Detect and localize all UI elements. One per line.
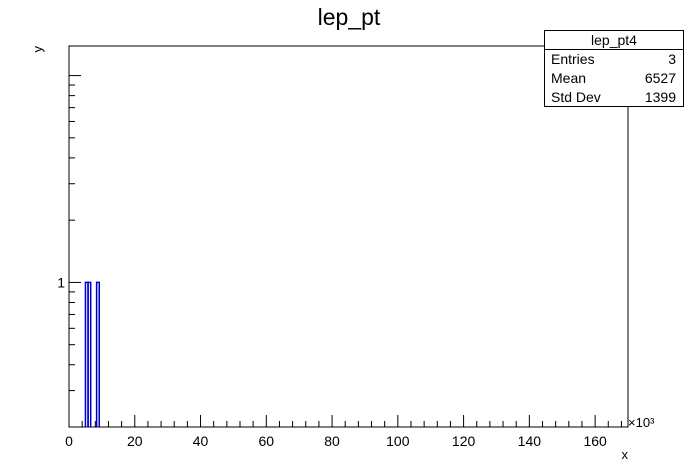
- stats-value: 6527: [644, 70, 676, 86]
- x-tick-label: 120: [452, 433, 476, 449]
- histogram-bin: [95, 281, 101, 427]
- stats-label: Std Dev: [551, 89, 601, 105]
- stats-box: lep_pt4 Entries 3 Mean 6527 Std Dev 1399: [544, 30, 684, 107]
- histogram-bin: [87, 281, 92, 427]
- x-tick-label: 40: [193, 433, 209, 449]
- x-tick-label: 20: [127, 433, 143, 449]
- plot-frame: [68, 45, 629, 428]
- x-tick-label: 160: [583, 433, 607, 449]
- stats-row-entries: Entries 3: [545, 50, 683, 69]
- x-tick-label: 100: [386, 433, 410, 449]
- y-axis-label: y: [30, 46, 45, 53]
- stats-row-stddev: Std Dev 1399: [545, 88, 683, 107]
- stats-row-mean: Mean 6527: [545, 69, 683, 88]
- stats-box-name: lep_pt4: [545, 31, 683, 50]
- x-tick-label: 60: [259, 433, 275, 449]
- x-tick-label: 0: [65, 433, 73, 449]
- x-axis-label: x: [622, 447, 629, 462]
- stats-value: 3: [668, 51, 676, 67]
- stats-value: 1399: [644, 89, 676, 105]
- stats-label: Entries: [551, 51, 595, 67]
- x-tick-label: 80: [324, 433, 340, 449]
- y-tick-label: 1: [57, 274, 65, 290]
- stats-label: Mean: [551, 70, 587, 86]
- chart-title: lep_pt: [317, 4, 381, 30]
- x-tick-label: 140: [518, 433, 542, 449]
- x-axis-multiplier: ×10³: [628, 415, 655, 430]
